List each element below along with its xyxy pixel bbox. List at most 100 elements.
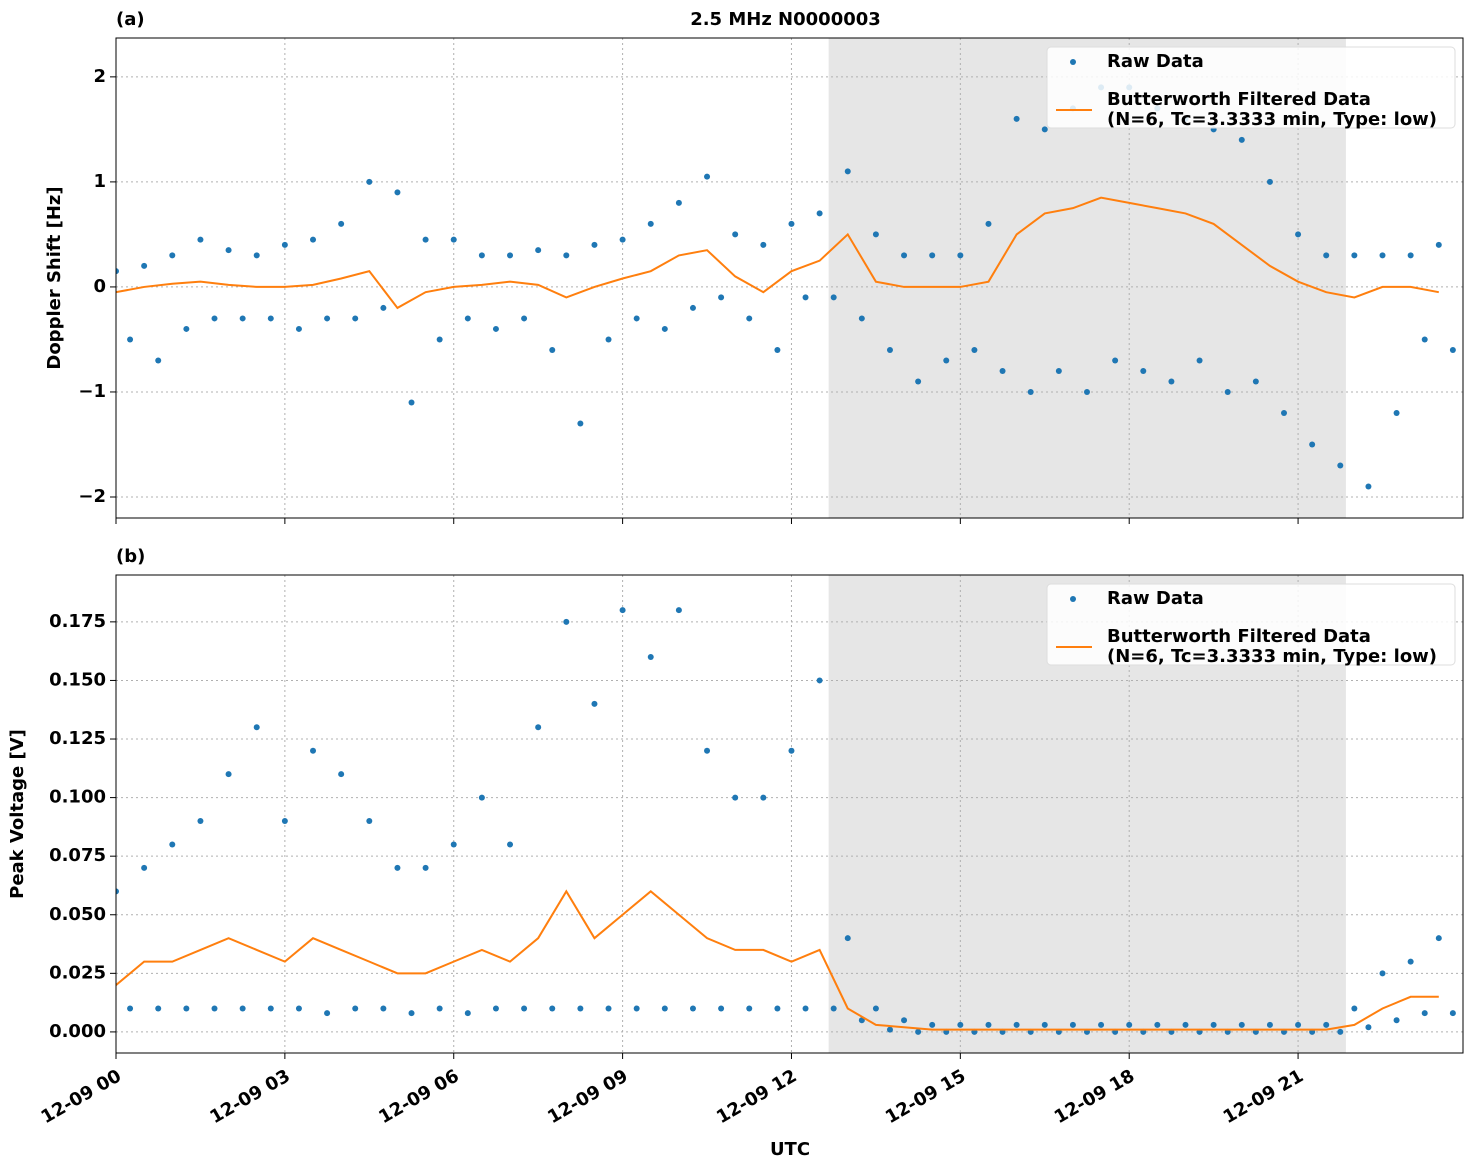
legend-label: Butterworth Filtered Data (N=6, Tc=3.3333… [1107,626,1437,667]
raw-point [661,1005,668,1012]
raw-point [1449,346,1456,353]
raw-point [1126,1021,1133,1028]
raw-point [788,747,795,754]
raw-point [577,420,584,427]
raw-point [1295,1021,1302,1028]
raw-point [830,294,837,301]
filtered-line [116,196,1439,310]
raw-point [1393,1017,1400,1024]
raw-point [1323,252,1330,259]
raw-point [422,236,429,243]
raw-point [1182,1021,1189,1028]
raw-point [1266,1021,1273,1028]
y-tick-label: 0.075 [49,845,106,866]
raw-point [169,252,176,259]
raw-point [310,747,317,754]
raw-point [324,315,331,322]
raw-point [929,252,936,259]
raw-point [197,818,204,825]
raw-point [619,607,626,614]
raw-point [1224,388,1231,395]
legend-label: Raw Data [1107,588,1204,609]
raw-point [239,315,246,322]
raw-point [155,1005,162,1012]
raw-point [675,199,682,206]
raw-point [464,315,471,322]
raw-point [1337,1028,1344,1035]
raw-point [1435,935,1442,942]
panel: −2 −1 0 1 2 (a) 2.5 MHz N0000003 Doppler Shift … [44,9,1464,524]
x-tick-label: 12-09 21 [1220,1065,1307,1128]
raw-point [116,888,119,895]
raw-point [886,1026,893,1033]
raw-point [901,1017,908,1024]
raw-point [1337,462,1344,469]
raw-point [197,236,204,243]
raw-point [183,1005,190,1012]
raw-point [704,173,711,180]
raw-point [1407,958,1414,965]
raw-point [380,304,387,311]
raw-point [478,252,485,259]
raw-point [816,677,823,684]
raw-point [1323,1021,1330,1028]
raw-point [1098,1021,1105,1028]
raw-point [211,1005,218,1012]
raw-point [169,841,176,848]
raw-point [1365,1024,1372,1031]
raw-point [1252,378,1259,385]
y-tick-label: 0.000 [49,1021,106,1042]
raw-point [338,771,345,778]
legend-label: Butterworth Filtered Data (N=6, Tc=3.3333… [1107,89,1437,130]
raw-point [647,654,654,661]
raw-point [253,252,260,259]
raw-point [1041,126,1048,133]
raw-point [858,315,865,322]
raw-point [436,336,443,343]
raw-point [915,1028,922,1035]
raw-point [774,1005,781,1012]
raw-point [563,252,570,259]
raw-point [760,241,767,248]
raw-point [802,1005,809,1012]
raw-point [127,1005,134,1012]
raw-point [281,818,288,825]
raw-point [591,241,598,248]
raw-point [985,220,992,227]
raw-point [605,1005,612,1012]
raw-point [1379,970,1386,977]
raw-point [366,178,373,185]
raw-point [352,1005,359,1012]
raw-point [1238,1021,1245,1028]
y-tick-label: 0.050 [49,904,106,925]
raw-point [1168,378,1175,385]
raw-point [394,864,401,871]
raw-point [1238,136,1245,143]
raw-point [957,1021,964,1028]
raw-point [155,357,162,364]
raw-point [141,864,148,871]
raw-point [1055,367,1062,374]
filtered-line [116,889,1439,1031]
legend-label: Raw Data [1107,51,1204,72]
x-axis-label: UTC [770,1139,810,1160]
raw-point [408,399,415,406]
raw-point [464,1010,471,1017]
raw-point [1210,1021,1217,1028]
raw-point [141,262,148,269]
raw-point [816,210,823,217]
raw-point [366,818,373,825]
raw-point [971,346,978,353]
raw-point [436,1005,443,1012]
y-tick-label: −1 [78,381,106,402]
legend-box [1046,46,1456,129]
raw-point [732,231,739,238]
raw-point [633,315,640,322]
raw-point [661,325,668,332]
raw-point [563,618,570,625]
raw-point [225,247,232,254]
raw-point [760,794,767,801]
raw-point [1379,252,1386,259]
raw-point [1295,231,1302,238]
raw-point [549,1005,556,1012]
